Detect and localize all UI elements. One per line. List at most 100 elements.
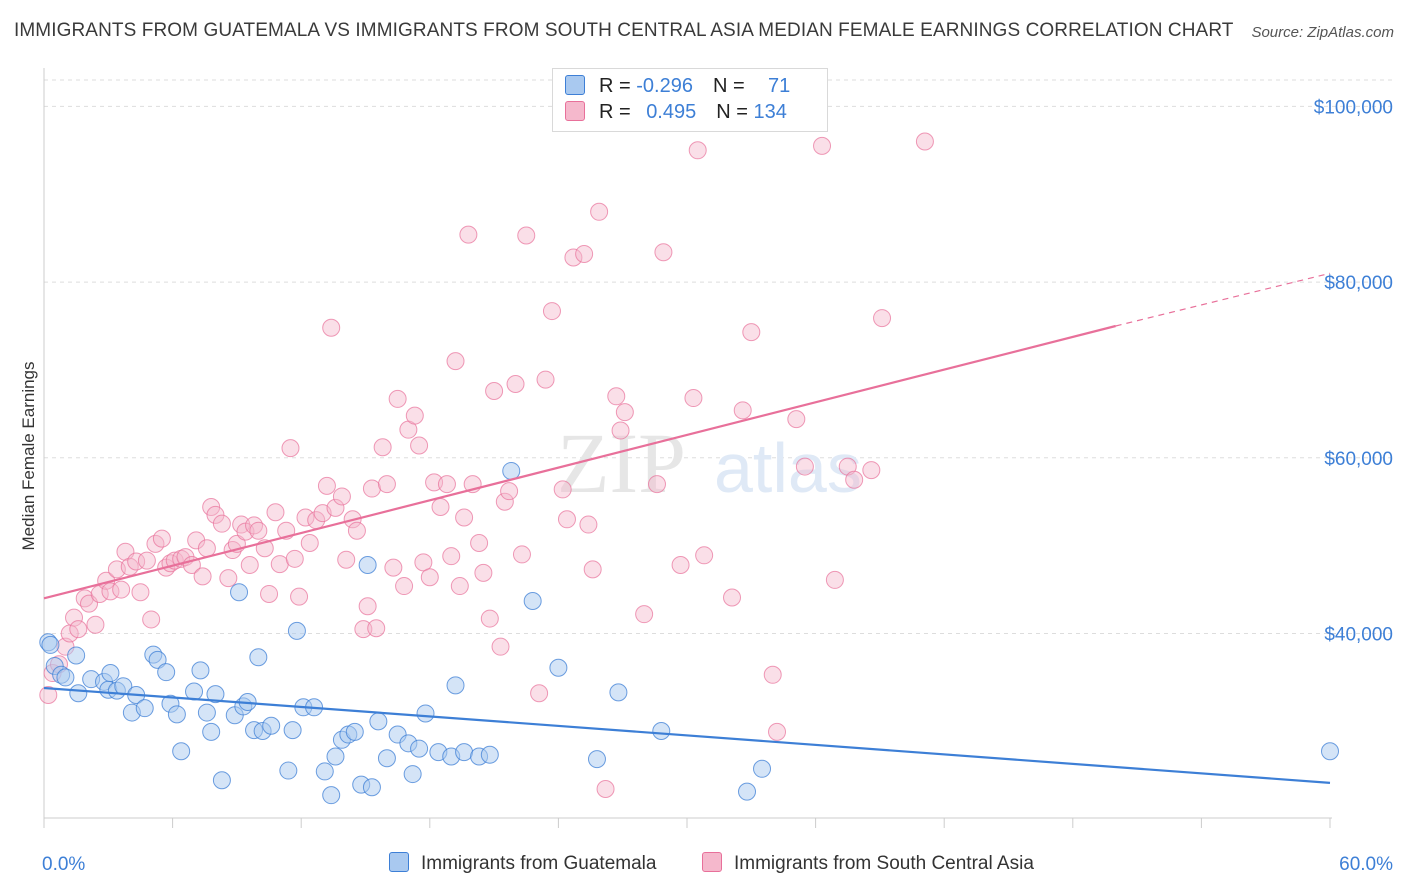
legend-row-guatemala: R = -0.296 N = 71 <box>565 75 790 101</box>
data-point-south-central-asia <box>845 470 864 489</box>
data-point-guatemala <box>549 658 568 677</box>
trend-lines <box>43 272 1331 784</box>
data-point-south-central-asia <box>564 248 583 267</box>
data-point-guatemala <box>403 765 422 784</box>
data-point-south-central-asia <box>39 686 58 704</box>
data-point-south-central-asia <box>647 475 666 494</box>
data-point-south-central-asia <box>512 545 531 564</box>
bottom-legend-swatch-pink <box>702 852 722 872</box>
data-point-south-central-asia <box>112 580 131 599</box>
x-tick-label: 60.0% <box>1339 854 1393 875</box>
data-point-guatemala <box>410 739 429 758</box>
bottom-legend-label: Immigrants from South Central Asia <box>734 853 1034 874</box>
data-point-south-central-asia <box>611 421 630 440</box>
data-point-south-central-asia <box>517 226 536 245</box>
y-tick-label: $100,000 <box>1314 97 1393 118</box>
data-point-guatemala <box>287 621 306 640</box>
data-point-south-central-asia <box>862 461 881 480</box>
data-point-south-central-asia <box>742 323 761 342</box>
data-point-south-central-asia <box>450 577 469 596</box>
data-point-south-central-asia <box>437 475 456 494</box>
gridlines <box>44 79 1395 634</box>
data-point-guatemala <box>172 742 191 761</box>
data-point-south-central-asia <box>152 529 171 548</box>
data-point-south-central-asia <box>137 551 156 570</box>
data-point-south-central-asia <box>684 389 703 408</box>
chart-title: IMMIGRANTS FROM GUATEMALA VS IMMIGRANTS … <box>14 20 1234 41</box>
series-south-central-asia <box>39 132 934 799</box>
data-point-guatemala <box>362 778 381 797</box>
data-point-guatemala <box>652 722 671 741</box>
data-point-south-central-asia <box>654 243 673 262</box>
data-point-south-central-asia <box>915 132 934 151</box>
legend-r-label: R = <box>599 101 637 123</box>
data-point-south-central-asia <box>358 597 377 616</box>
chart-source: Source: ZipAtlas.com <box>1251 24 1394 41</box>
data-point-south-central-asia <box>86 615 105 634</box>
data-point-south-central-asia <box>763 665 782 684</box>
data-point-guatemala <box>262 716 281 735</box>
y-tick-label: $40,000 <box>1324 625 1393 646</box>
data-point-guatemala <box>315 762 334 781</box>
watermark-atlas: atlas <box>714 429 862 507</box>
data-point-guatemala <box>587 750 606 769</box>
data-point-south-central-asia <box>446 352 465 371</box>
data-point-guatemala <box>416 704 435 723</box>
data-point-guatemala <box>322 786 341 805</box>
y-axis-title: Median Female Earnings <box>19 362 38 551</box>
data-point-guatemala <box>197 703 216 722</box>
data-point-guatemala <box>202 722 221 741</box>
axes <box>43 68 1332 828</box>
data-point-guatemala <box>230 583 249 602</box>
data-point-guatemala <box>185 682 204 701</box>
data-point-south-central-asia <box>377 475 396 494</box>
data-point-south-central-asia <box>480 609 499 628</box>
data-point-south-central-asia <box>557 510 576 529</box>
data-point-south-central-asia <box>131 583 150 602</box>
correlation-legend: R = -0.296 N = 71 R = 0.495 N = 134 <box>552 68 828 132</box>
data-point-south-central-asia <box>723 588 742 607</box>
data-point-guatemala <box>279 761 298 780</box>
legend-swatch-blue <box>565 75 585 95</box>
data-point-south-central-asia <box>414 553 433 572</box>
data-point-guatemala <box>377 749 396 768</box>
data-point-guatemala <box>157 663 176 682</box>
data-point-guatemala <box>101 664 120 683</box>
data-point-guatemala <box>249 648 268 667</box>
data-point-guatemala <box>523 591 542 610</box>
data-point-south-central-asia <box>90 584 109 603</box>
data-point-south-central-asia <box>795 457 814 476</box>
data-point-south-central-asia <box>695 546 714 565</box>
data-point-south-central-asia <box>607 387 626 406</box>
data-point-south-central-asia <box>583 560 602 579</box>
data-point-south-central-asia <box>530 684 549 703</box>
data-point-guatemala <box>56 668 75 687</box>
data-point-south-central-asia <box>65 608 84 627</box>
data-point-south-central-asia <box>281 439 300 458</box>
data-point-south-central-asia <box>266 503 285 522</box>
data-point-guatemala <box>753 759 772 778</box>
data-point-south-central-asia <box>455 508 474 527</box>
data-point-south-central-asia <box>285 549 304 568</box>
data-point-south-central-asia <box>500 482 519 501</box>
data-point-guatemala <box>206 685 225 704</box>
series-guatemala <box>39 461 1339 805</box>
data-point-south-central-asia <box>787 410 806 429</box>
data-point-south-central-asia <box>491 637 510 656</box>
data-point-south-central-asia <box>240 555 259 574</box>
data-point-south-central-asia <box>206 505 225 524</box>
data-point-guatemala <box>41 635 60 654</box>
legend-r-label: R = <box>599 75 637 97</box>
data-point-south-central-asia <box>733 401 752 420</box>
data-point-south-central-asia <box>212 514 231 533</box>
data-point-south-central-asia <box>296 508 315 527</box>
legend-n-label: N = <box>712 75 751 97</box>
data-point-south-central-asia <box>373 438 392 457</box>
legend-n-value: 71 <box>767 75 791 97</box>
data-point-guatemala <box>283 721 302 740</box>
data-point-south-central-asia <box>388 389 407 408</box>
data-point-south-central-asia <box>420 568 439 587</box>
data-point-south-central-asia <box>405 406 424 425</box>
data-point-south-central-asia <box>553 480 572 499</box>
